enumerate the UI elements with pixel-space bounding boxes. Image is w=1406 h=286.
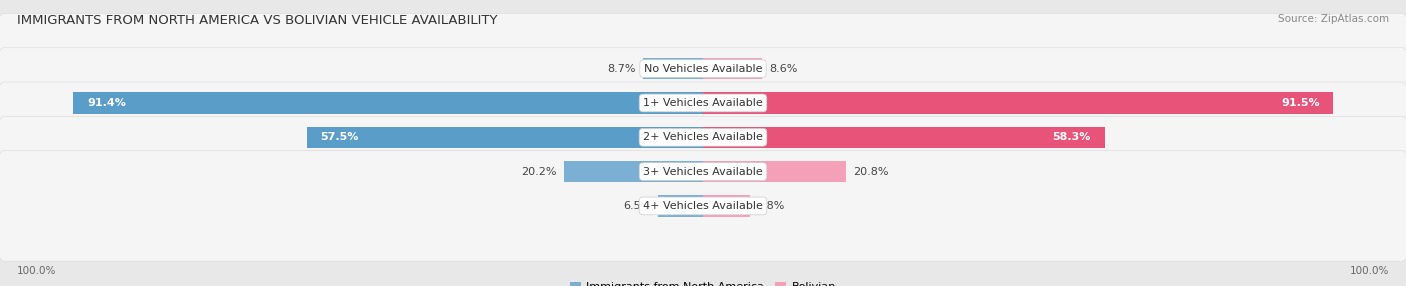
- Text: 91.4%: 91.4%: [87, 98, 127, 108]
- Text: 20.8%: 20.8%: [853, 167, 889, 176]
- Text: 8.6%: 8.6%: [769, 64, 797, 74]
- Text: 57.5%: 57.5%: [321, 132, 359, 142]
- FancyBboxPatch shape: [0, 13, 1406, 124]
- Text: 20.2%: 20.2%: [522, 167, 557, 176]
- Text: 91.5%: 91.5%: [1281, 98, 1320, 108]
- FancyBboxPatch shape: [0, 48, 1406, 158]
- Bar: [643, 58, 703, 79]
- Bar: [703, 161, 846, 182]
- Bar: [703, 195, 749, 217]
- Bar: [564, 161, 703, 182]
- Bar: [73, 92, 703, 114]
- Text: 4+ Vehicles Available: 4+ Vehicles Available: [643, 201, 763, 211]
- Bar: [703, 92, 1333, 114]
- Text: 6.8%: 6.8%: [756, 201, 785, 211]
- Text: IMMIGRANTS FROM NORTH AMERICA VS BOLIVIAN VEHICLE AVAILABILITY: IMMIGRANTS FROM NORTH AMERICA VS BOLIVIA…: [17, 14, 498, 27]
- Bar: [703, 58, 762, 79]
- FancyBboxPatch shape: [0, 116, 1406, 227]
- Text: 1+ Vehicles Available: 1+ Vehicles Available: [643, 98, 763, 108]
- Text: 3+ Vehicles Available: 3+ Vehicles Available: [643, 167, 763, 176]
- FancyBboxPatch shape: [0, 151, 1406, 261]
- Text: 2+ Vehicles Available: 2+ Vehicles Available: [643, 132, 763, 142]
- Text: Source: ZipAtlas.com: Source: ZipAtlas.com: [1278, 14, 1389, 24]
- Legend: Immigrants from North America, Bolivian: Immigrants from North America, Bolivian: [565, 277, 841, 286]
- Text: 8.7%: 8.7%: [607, 64, 636, 74]
- Bar: [307, 127, 703, 148]
- Text: 100.0%: 100.0%: [17, 266, 56, 276]
- Text: 6.5%: 6.5%: [623, 201, 651, 211]
- Bar: [703, 127, 1105, 148]
- Text: 58.3%: 58.3%: [1053, 132, 1091, 142]
- Text: 100.0%: 100.0%: [1350, 266, 1389, 276]
- FancyBboxPatch shape: [0, 82, 1406, 192]
- Text: No Vehicles Available: No Vehicles Available: [644, 64, 762, 74]
- Bar: [658, 195, 703, 217]
